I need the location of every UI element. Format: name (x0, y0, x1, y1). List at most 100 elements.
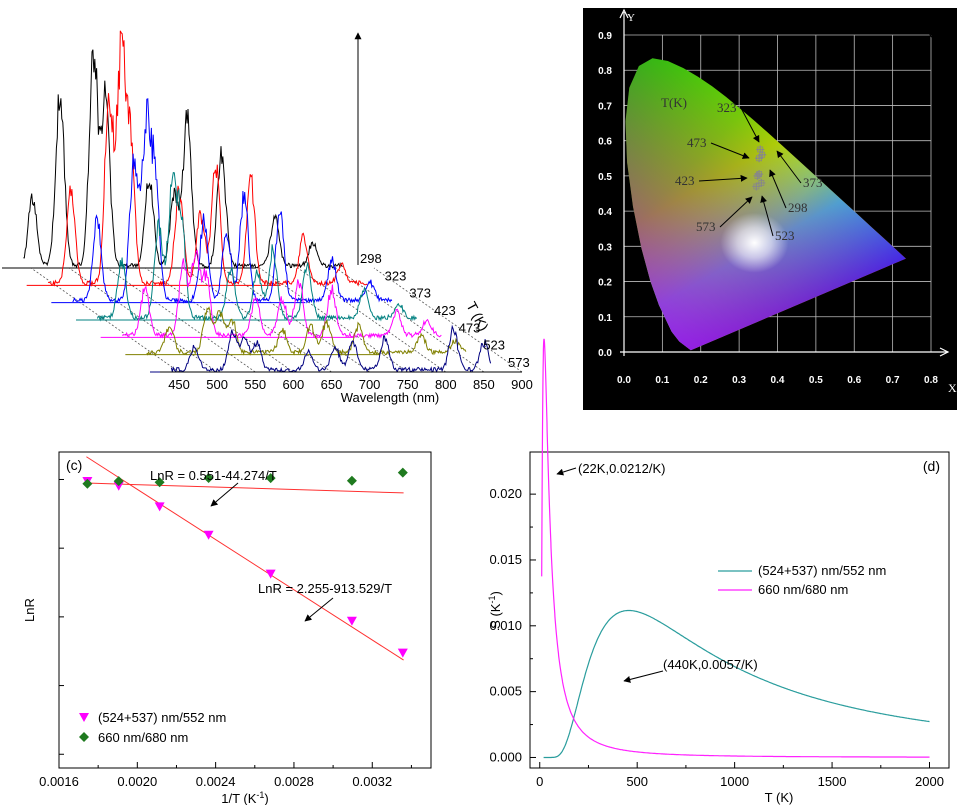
cie-point-label-423: 423 (675, 173, 695, 188)
panel-d-ticks: 0 500 1000 1500 2000 0.000 0.005 0.010 0.015 0.02… (489, 486, 944, 789)
sensitivity-curve-teal (543, 609, 930, 759)
cie-axes: 0.0 0.1 0.2 0.3 0.4 0.5 0.6 0.7 0.8 0.0 0.1 0.2 0.3 0… (598, 8, 950, 386)
depth-grid-line (373, 267, 523, 373)
marker-magenta-1 (113, 481, 124, 491)
panel-c-markers (82, 467, 408, 658)
wavelength-ticks: 450 500 550 600 650 700 750 800 850 900 (168, 377, 533, 392)
temperature-label-473: 473 (459, 320, 481, 335)
x-tick-label-d-500: 500 (626, 774, 648, 789)
cie-point-arrow-573 (719, 196, 753, 228)
cie-point-arrow-423 (698, 174, 748, 182)
spectrum-298 (23, 49, 343, 270)
marker-green-6 (397, 467, 408, 478)
cie-x-tick-0.1: 0.1 (655, 375, 669, 386)
cie-point-label-573: 573 (696, 219, 716, 234)
cie-legend-title: T(K) (661, 95, 687, 110)
cie-point-573 (752, 182, 761, 191)
cie-x-axis-label: X (948, 381, 957, 395)
cie-y-tick-0.7: 0.7 (598, 101, 612, 112)
marker-green-0 (82, 478, 93, 489)
cie-point-523 (757, 178, 766, 187)
x-tick-label-c-0.0024: 0.0024 (196, 774, 236, 789)
cie-point-arrow-298 (769, 169, 787, 209)
fit-line-green (86, 482, 404, 494)
panel-d-legend: (524+537) nm/552 nm 660 nm/680 nm (718, 563, 886, 597)
peak-annotation-teal: (440K,0.0057/K) (663, 657, 758, 672)
cie-y-tick-0.4: 0.4 (598, 207, 612, 218)
marker-green-5 (346, 475, 357, 486)
cie-y-tick-0.9: 0.9 (598, 31, 612, 42)
y-tick-label-d-0.005: 0.005 (489, 684, 522, 699)
plot-frame-c (58, 451, 432, 769)
cie-white-point-glow (720, 212, 789, 273)
cie-x-tick-0.2: 0.2 (694, 375, 708, 386)
spectrum-423 (96, 172, 417, 322)
x-tick-label-d-1000: 1000 (720, 774, 749, 789)
legend-marker-diamond (79, 732, 89, 742)
wavelength-tick-750: 750 (397, 377, 419, 392)
panel-d-sensitivity-plot: 0 500 1000 1500 2000 0.000 0.005 0.010 0.015 0.02… (487, 338, 950, 805)
cie-points: 298 323 373 423 473 523 573 (675, 100, 823, 243)
series-baselines (2, 267, 404, 373)
cie-point-arrow-523 (760, 195, 774, 237)
wavelength-tick-650: 650 (321, 377, 343, 392)
cie-y-axis-label: Y (627, 12, 635, 24)
y-tick-label-d-0.000: 0.000 (489, 749, 522, 764)
y-tick-label-d-0.015: 0.015 (489, 552, 522, 567)
lnr-axis-label: LnR (22, 598, 37, 622)
temperature-label-423: 423 (434, 303, 456, 318)
cie-point-label-298: 298 (788, 200, 808, 215)
marker-green-1 (113, 476, 124, 487)
panel-c-fit-lines (86, 456, 404, 661)
cie-point-label-473: 473 (687, 135, 707, 150)
cie-x-tick-0.6: 0.6 (847, 375, 861, 386)
cie-x-arrowhead (939, 347, 950, 357)
cie-x-tick-0.0: 0.0 (617, 375, 631, 386)
temperature-label-373: 373 (409, 286, 431, 301)
cie-x-tick-0.5: 0.5 (809, 375, 823, 386)
spectra (23, 30, 492, 373)
temperature-axis-label-d: T (K) (765, 790, 794, 805)
y-tick-label-d-0.020: 0.020 (489, 486, 522, 501)
wavelength-tick-900: 900 (511, 377, 533, 392)
peak-annotation-magenta: (22K,0.0212/K) (578, 461, 665, 476)
spectrum-473 (121, 249, 442, 339)
x-tick-label-c-0.0032: 0.0032 (352, 774, 392, 789)
wavelength-tick-500: 500 (206, 377, 228, 392)
cie-point-arrow-373 (776, 150, 802, 184)
y-tick-label-d-0.010: 0.010 (489, 618, 522, 633)
marker-magenta-5 (346, 616, 357, 626)
cie-x-tick-0.4: 0.4 (771, 375, 785, 386)
marker-magenta-4 (265, 569, 276, 579)
spectrum-573 (170, 324, 492, 373)
x-tick-label-d-1500: 1500 (818, 774, 847, 789)
cie-y-tick-0.6: 0.6 (598, 137, 612, 148)
marker-green-4 (265, 473, 276, 484)
panel-b-cie-diagram: 0.0 0.1 0.2 0.3 0.4 0.5 0.6 0.7 0.8 0.0 0.1 0.2 0.3 0… (583, 8, 957, 410)
fit-annotation-green: LnR = 0.551-44.274/T (150, 468, 277, 483)
panel-a-waterfall: 450 500 550 600 650 700 750 800 850 900 298323373… (2, 30, 533, 405)
cie-y-tick-0.0: 0.0 (598, 348, 612, 359)
cie-y-arrowhead (619, 8, 629, 19)
cie-point-473 (755, 154, 764, 163)
wavelength-tick-800: 800 (435, 377, 457, 392)
cie-y-tick-0.5: 0.5 (598, 172, 612, 183)
temperature-label-298: 298 (360, 251, 382, 266)
x-tick-label-d-0: 0 (536, 774, 543, 789)
panel-c-label: (c) (66, 457, 82, 473)
wavelength-tick-600: 600 (283, 377, 305, 392)
panel-b-label: (b) (927, 19, 948, 38)
legend-label-teal: (524+537) nm/552 nm (758, 563, 886, 578)
plot-frame-d (529, 451, 950, 769)
marker-green-3 (203, 472, 214, 483)
legend-marker-triangle (79, 713, 89, 722)
peak-arrow-magenta (556, 467, 577, 476)
x-tick-label-c-0.0016: 0.0016 (39, 774, 79, 789)
spectrum-523 (146, 306, 467, 356)
cie-chromaticity-locus (625, 58, 906, 351)
annotation-arrow-green (210, 482, 239, 507)
x-tick-label-c-0.0028: 0.0028 (274, 774, 314, 789)
fit-annotation-magenta: LnR = 2.255-913.529/T (258, 581, 392, 596)
